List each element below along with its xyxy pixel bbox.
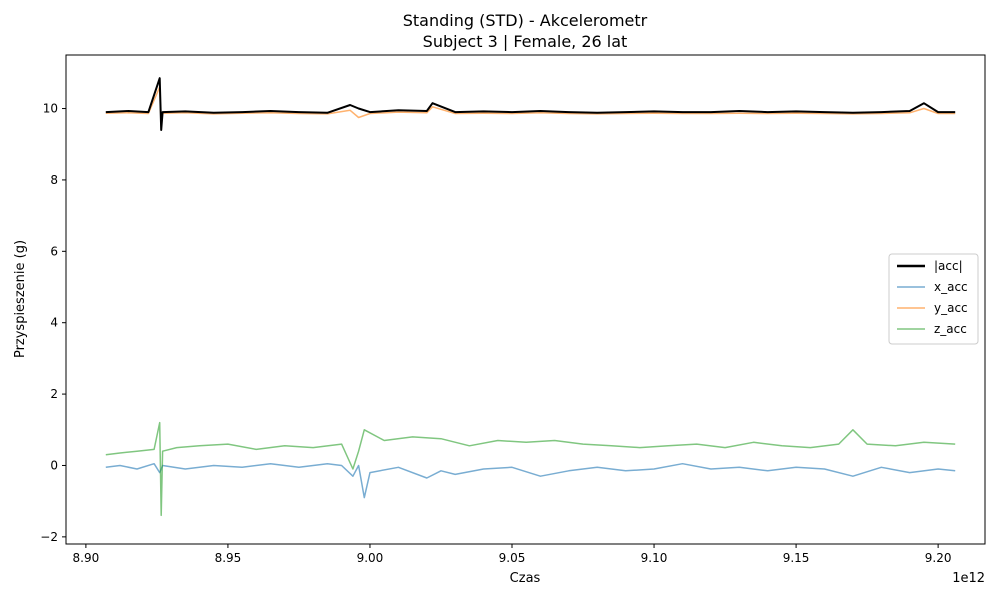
x-tick-label: 8.95 bbox=[215, 551, 242, 565]
series-line-xacc bbox=[105, 462, 956, 499]
chart-title: Standing (STD) - Akcelerometr bbox=[403, 11, 648, 30]
y-tick-label: −2 bbox=[40, 530, 58, 544]
y-tick-label: 0 bbox=[50, 458, 58, 472]
y-tick-label: 2 bbox=[50, 387, 58, 401]
series-line-acc bbox=[105, 77, 956, 131]
series-line-zacc bbox=[105, 421, 956, 517]
legend-label: y_acc bbox=[934, 301, 968, 315]
y-axis-label: Przyspieszenie (g) bbox=[13, 240, 28, 358]
x-axis-label: Czas bbox=[510, 571, 541, 586]
x-tick-label: 9.10 bbox=[641, 551, 668, 565]
x-axis: 8.90 8.95 9.00 9.05 9.10 9.15 9.20 bbox=[73, 544, 952, 565]
y-tick-label: 4 bbox=[50, 316, 58, 330]
y-tick-label: 8 bbox=[50, 173, 58, 187]
y-axis: −2 0 2 4 6 8 10 bbox=[40, 102, 66, 544]
y-tick-label: 6 bbox=[50, 244, 58, 258]
x-tick-label: 9.20 bbox=[925, 551, 952, 565]
x-tick-label: 8.90 bbox=[73, 551, 100, 565]
x-tick-label: 9.00 bbox=[357, 551, 384, 565]
series-line-yacc bbox=[105, 86, 956, 128]
x-tick-label: 9.05 bbox=[499, 551, 526, 565]
legend-box bbox=[888, 253, 979, 345]
series-layer bbox=[105, 77, 956, 517]
legend-label: z_acc bbox=[934, 322, 967, 336]
chart-subtitle: Subject 3 | Female, 26 lat bbox=[423, 32, 628, 51]
plot-frame bbox=[65, 54, 986, 545]
x-tick-label: 9.15 bbox=[783, 551, 810, 565]
x-axis-offset-label: 1e12 bbox=[952, 571, 985, 586]
legend: |acc| x_acc y_acc z_acc bbox=[888, 253, 979, 345]
legend-label: |acc| bbox=[934, 259, 963, 273]
plot-area bbox=[105, 77, 956, 517]
legend-label: x_acc bbox=[934, 280, 968, 294]
y-tick-label: 10 bbox=[43, 102, 58, 116]
